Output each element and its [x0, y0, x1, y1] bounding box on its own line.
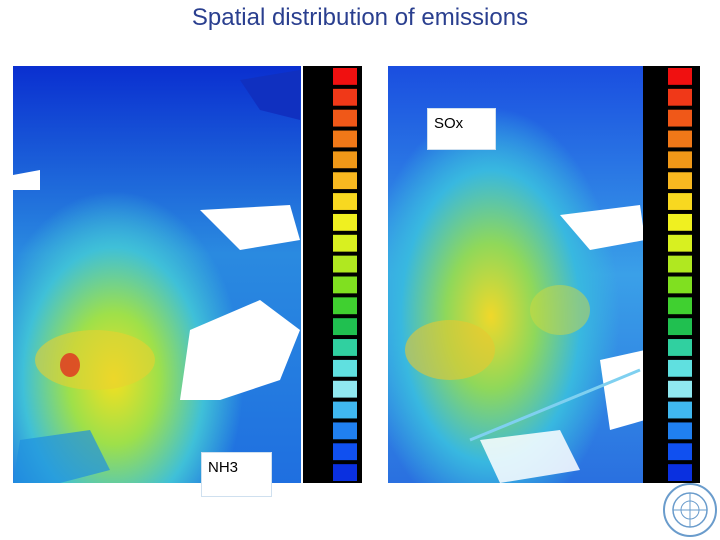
color-bar	[333, 68, 357, 481]
color-swatch	[668, 68, 692, 85]
color-bar	[668, 68, 692, 481]
color-swatch	[333, 380, 357, 398]
color-swatch	[668, 213, 692, 231]
color-swatch	[333, 193, 357, 210]
color-swatch	[668, 172, 692, 190]
color-swatch	[333, 443, 357, 461]
un-emblem	[663, 483, 717, 537]
color-swatch	[333, 130, 357, 148]
color-swatch	[668, 318, 692, 336]
color-swatch	[333, 151, 357, 169]
color-swatch	[333, 297, 357, 315]
color-swatch	[668, 422, 692, 440]
color-swatch	[333, 172, 357, 190]
color-swatch	[333, 234, 357, 252]
color-swatch	[333, 359, 357, 377]
color-swatch	[333, 422, 357, 440]
color-swatch	[668, 380, 692, 398]
color-swatch	[668, 339, 692, 356]
color-bar-frame	[643, 66, 700, 483]
color-swatch	[333, 213, 357, 231]
color-swatch	[668, 109, 692, 127]
color-bar-frame	[303, 66, 362, 483]
color-swatch	[333, 464, 357, 481]
color-swatch	[668, 297, 692, 315]
color-swatch	[333, 88, 357, 106]
color-swatch	[668, 234, 692, 252]
color-swatch	[668, 276, 692, 294]
color-swatch	[668, 443, 692, 461]
color-swatch	[333, 401, 357, 419]
color-swatch	[333, 68, 357, 85]
color-swatch	[668, 401, 692, 419]
color-swatch	[668, 88, 692, 106]
color-swatch	[333, 276, 357, 294]
map-label: SOx	[427, 108, 496, 150]
color-swatch	[333, 255, 357, 273]
color-swatch	[668, 359, 692, 377]
color-swatch	[668, 193, 692, 210]
color-swatch	[668, 151, 692, 169]
color-swatch	[333, 109, 357, 127]
color-swatch	[668, 255, 692, 273]
slide-title: Spatial distribution of emissions	[191, 4, 529, 31]
map-label: NH3	[201, 452, 272, 497]
map-nh3	[13, 66, 301, 483]
color-swatch	[668, 464, 692, 481]
color-swatch	[668, 130, 692, 148]
color-swatch	[333, 339, 357, 356]
color-swatch	[333, 318, 357, 336]
